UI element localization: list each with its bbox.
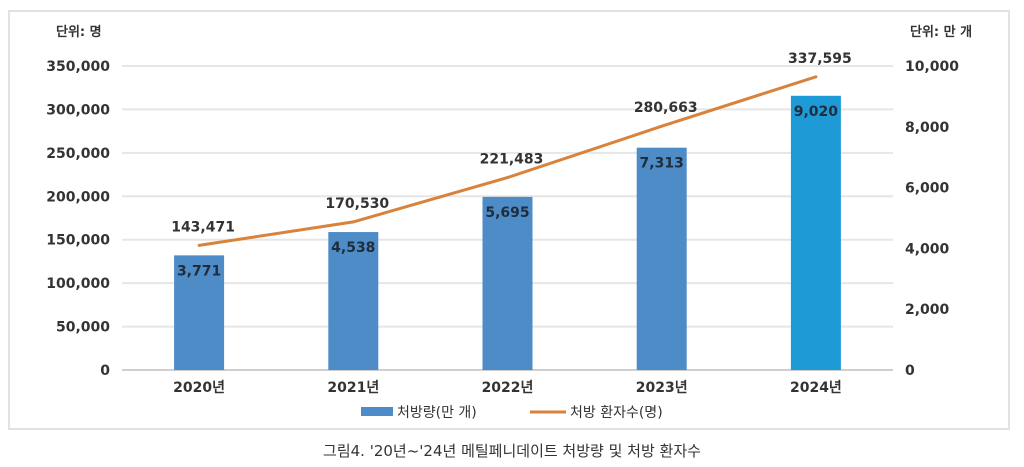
x-axis-tick: 2023년 [636, 380, 688, 396]
right-axis-tick: 0 [905, 363, 915, 379]
bar-2020년 [174, 255, 225, 370]
line-point [351, 220, 355, 224]
left-axis-tick: 350,000 [46, 59, 110, 75]
chart-frame [8, 10, 1010, 430]
line-label: 221,483 [480, 152, 544, 168]
bar-label: 5,695 [485, 205, 529, 221]
bar-2023년 [636, 147, 687, 370]
line-label: 143,471 [171, 219, 235, 235]
legend-bar-label: 처방량(만 개) [397, 405, 477, 421]
left-axis-tick: 250,000 [46, 146, 110, 162]
left-axis-tick: 100,000 [46, 276, 110, 292]
legend-line-label: 처방 환자수(명) [570, 405, 663, 421]
right-axis-tick: 6,000 [905, 181, 950, 197]
legend-bar-swatch [361, 407, 393, 416]
line-label: 337,595 [788, 51, 852, 67]
bar-label: 3,771 [177, 263, 221, 279]
line-point [814, 75, 818, 79]
line-point [197, 243, 201, 247]
left-axis-tick: 150,000 [46, 233, 110, 249]
left-axis-tick: 200,000 [46, 189, 110, 205]
x-axis-tick: 2020년 [173, 380, 225, 396]
line-label: 280,663 [634, 100, 698, 116]
bar-label: 9,020 [794, 104, 839, 120]
left-axis-tick: 300,000 [46, 102, 110, 118]
left-axis-unit: 단위: 명 [56, 24, 102, 40]
left-axis-tick: 0 [100, 363, 110, 379]
x-axis-tick: 2024년 [790, 380, 842, 396]
right-axis-tick: 4,000 [905, 241, 950, 257]
bar-label: 4,538 [331, 240, 375, 256]
line-label: 170,530 [325, 196, 389, 212]
x-axis-tick: 2021년 [327, 380, 379, 396]
line-point [506, 176, 509, 180]
x-axis-tick: 2022년 [482, 380, 534, 396]
right-axis-tick: 10,000 [905, 59, 959, 75]
chart-caption: 그림4. '20년~'24년 메틸페니데이트 처방량 및 처방 환자수 [323, 442, 701, 460]
bar-2022년 [482, 196, 533, 370]
right-axis-tick: 8,000 [905, 120, 950, 136]
bar-2021년 [328, 232, 379, 370]
line-point [660, 124, 664, 128]
bar-2024년 [790, 95, 841, 371]
left-axis-tick: 50,000 [56, 320, 110, 336]
right-axis-tick: 2,000 [905, 302, 950, 318]
right-axis-unit: 단위: 만 개 [910, 24, 972, 40]
bar-label: 7,313 [640, 156, 684, 172]
